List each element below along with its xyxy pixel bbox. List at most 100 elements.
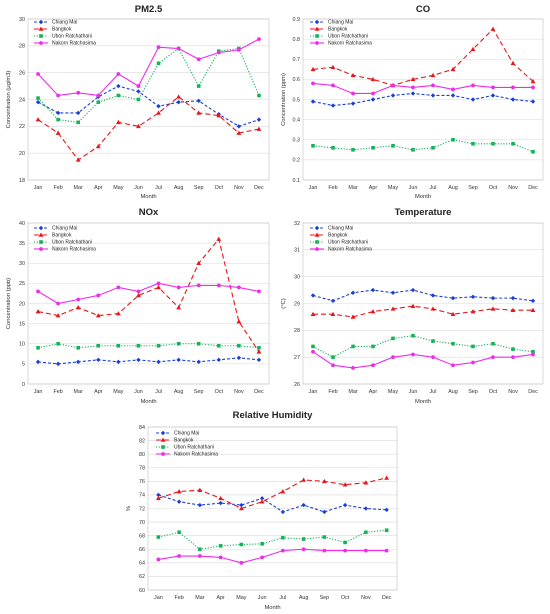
data-point — [391, 336, 395, 341]
data-point — [136, 357, 141, 363]
legend-marker — [314, 232, 320, 237]
data-point — [256, 117, 262, 122]
x-tick-label: Jun — [409, 389, 418, 395]
data-point — [471, 360, 475, 365]
x-tick-label: Sep — [320, 595, 330, 601]
data-point — [370, 76, 376, 82]
x-tick-label: Feb — [328, 389, 337, 395]
data-point — [156, 557, 161, 562]
legend-label: Ubon Ratchathani — [174, 445, 214, 451]
x-tick-label: Jun — [258, 595, 267, 601]
series-1 — [310, 303, 536, 319]
data-point — [196, 341, 201, 346]
data-point — [36, 72, 40, 76]
y-tick-label: 31 — [294, 248, 300, 254]
data-point — [216, 50, 221, 55]
data-point — [351, 344, 355, 349]
series-line — [37, 237, 260, 353]
data-point — [155, 495, 161, 501]
data-point — [218, 555, 223, 560]
data-point — [451, 137, 455, 142]
data-point — [260, 555, 265, 560]
x-tick-label: Jun — [134, 185, 143, 191]
y-tick-label: 30 — [294, 274, 300, 280]
x-tick-label: Jun — [409, 185, 418, 191]
data-point — [450, 295, 456, 301]
y-tick-label: 0 — [22, 382, 25, 388]
x-tick-label: Jan — [154, 595, 163, 601]
data-point — [197, 554, 202, 558]
data-point — [196, 57, 201, 62]
y-tick-label: 0.6 — [293, 77, 301, 83]
data-point — [350, 72, 356, 78]
data-point — [310, 311, 316, 317]
data-point — [257, 37, 261, 42]
data-point — [197, 487, 203, 492]
series-2 — [36, 341, 261, 350]
x-tick-label: Dec — [254, 389, 264, 395]
legend-marker — [314, 19, 320, 25]
data-point — [511, 141, 515, 146]
data-point — [156, 61, 161, 66]
series-0 — [35, 355, 262, 367]
data-point — [384, 507, 389, 513]
legend-marker — [39, 34, 43, 38]
legend-marker — [315, 34, 319, 38]
x-tick-label: May — [388, 185, 398, 191]
y-axis-label: Concentration (μg/m3) — [6, 71, 12, 129]
x-tick-label: Aug — [448, 185, 458, 191]
series-0 — [310, 287, 536, 304]
data-point — [410, 287, 416, 293]
data-point — [371, 344, 375, 349]
y-tick-label: 0.9 — [293, 17, 301, 23]
x-tick-label: Nov — [234, 185, 244, 191]
data-point — [76, 359, 81, 365]
plot-frame — [302, 18, 544, 181]
y-tick-label: 84 — [139, 425, 145, 431]
x-axis-label: Month — [415, 399, 431, 405]
data-point — [490, 26, 496, 31]
y-tick-label: 0.2 — [293, 158, 301, 164]
plot-frame — [27, 222, 270, 385]
data-point — [330, 64, 336, 70]
data-point — [491, 341, 495, 346]
data-point — [471, 141, 475, 146]
series-line — [312, 289, 534, 302]
series-line — [312, 82, 533, 95]
x-tick-label: Oct — [215, 389, 224, 395]
data-point — [216, 343, 221, 348]
legend-marker — [161, 445, 165, 449]
data-point — [218, 495, 224, 501]
data-point — [156, 284, 161, 290]
data-point — [331, 146, 335, 150]
data-point — [350, 314, 356, 319]
y-axis-label: % — [126, 506, 132, 511]
x-tick-label: Mar — [195, 595, 204, 601]
data-point — [116, 72, 121, 76]
data-point — [238, 506, 244, 511]
data-point — [256, 349, 262, 354]
data-point — [176, 357, 181, 363]
data-point — [35, 309, 41, 314]
x-axis-label: Month — [415, 194, 431, 200]
y-tick-label: 29 — [294, 301, 300, 307]
data-point — [491, 85, 495, 90]
x-tick-label: Oct — [489, 389, 498, 395]
data-point — [35, 117, 41, 122]
data-point — [176, 94, 182, 99]
x-tick-label: Sep — [194, 185, 204, 191]
data-point — [364, 530, 368, 535]
data-point — [96, 357, 101, 363]
x-tick-label: May — [388, 389, 398, 395]
data-point — [310, 66, 316, 72]
x-axis-label: Month — [140, 194, 156, 200]
x-tick-label: Oct — [489, 185, 498, 191]
chart-panel-3: Temperature 26 27 28 29 30 31 32 Jan Feb Mar Apr May… — [281, 207, 544, 405]
x-tick-label: Nov — [361, 595, 371, 601]
data-point — [216, 283, 221, 288]
y-tick-label: 60 — [139, 588, 145, 594]
data-point — [156, 535, 161, 539]
data-point — [530, 78, 536, 84]
